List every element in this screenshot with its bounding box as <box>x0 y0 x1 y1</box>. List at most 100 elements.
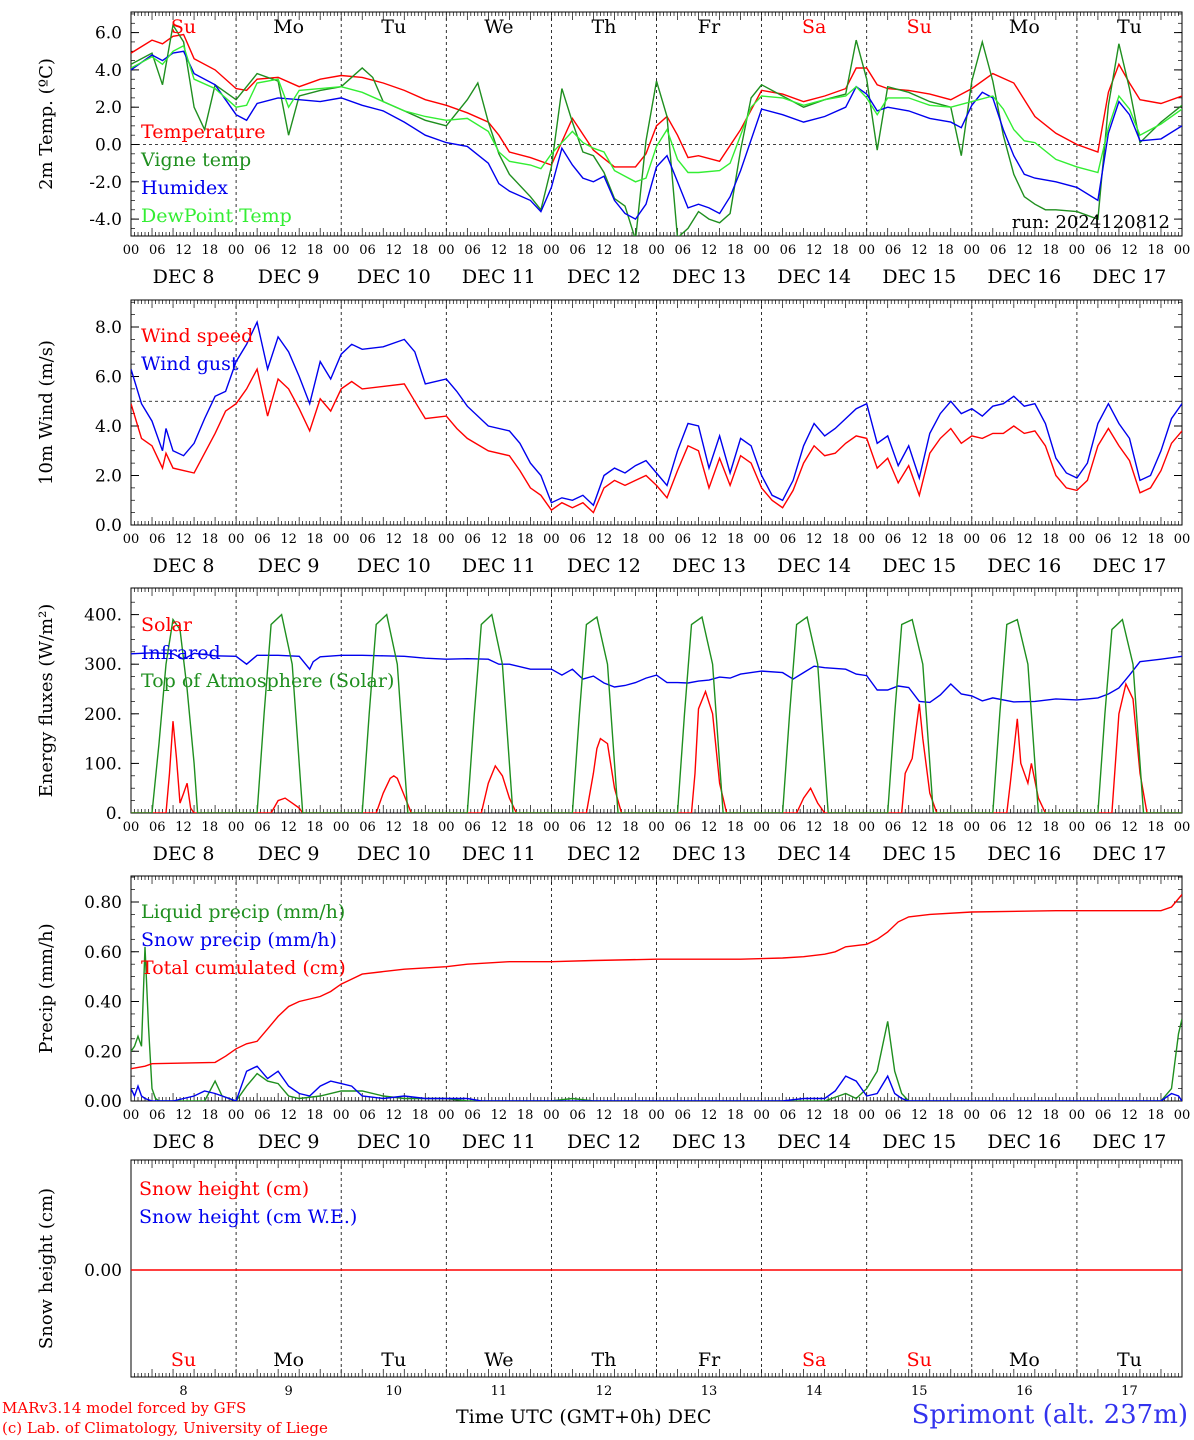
y-tick-label: 2.0 <box>95 467 122 487</box>
hour-label: 12 <box>1016 820 1033 835</box>
date-label: DEC 15 <box>882 266 956 288</box>
hour-label: 00 <box>228 820 245 835</box>
series-line-dewpoint-temp <box>131 44 1182 183</box>
hour-label: 06 <box>569 1108 586 1123</box>
legend-entry: Wind gust <box>141 353 239 375</box>
hour-label: 06 <box>1095 1108 1112 1123</box>
hour-label: 06 <box>990 820 1007 835</box>
y-tick-label: 0.20 <box>84 1042 122 1062</box>
hour-label: 00 <box>1174 1108 1191 1123</box>
legend-entry: Wind speed <box>141 325 253 347</box>
hour-label: 18 <box>412 1108 429 1123</box>
hour-label: 06 <box>675 243 692 258</box>
hour-label: 18 <box>307 243 324 258</box>
day-abbr: Mo <box>273 16 304 38</box>
y-axis-label: 10m Wind (m/s) <box>36 340 57 485</box>
hour-label: 00 <box>333 820 350 835</box>
date-label: DEC 12 <box>567 266 641 288</box>
date-label: DEC 10 <box>357 1131 431 1153</box>
hour-label: 18 <box>202 243 219 258</box>
hour-label: 06 <box>464 243 481 258</box>
hour-label: 12 <box>491 243 508 258</box>
hour-label: 00 <box>543 1108 560 1123</box>
y-tick-label: 400. <box>84 606 122 626</box>
date-label: DEC 14 <box>777 843 851 865</box>
hour-label: 18 <box>622 532 639 547</box>
date-label: DEC 8 <box>153 266 215 288</box>
date-label: DEC 9 <box>258 266 320 288</box>
hour-label: 06 <box>254 820 271 835</box>
hour-label: 12 <box>175 1108 192 1123</box>
hour-label: 18 <box>727 243 744 258</box>
y-tick-label: 0.80 <box>84 893 122 913</box>
series-line-infrared <box>131 652 1182 704</box>
hour-label: 18 <box>1147 243 1164 258</box>
date-label: DEC 16 <box>987 1131 1061 1153</box>
hour-label: 06 <box>675 1108 692 1123</box>
hour-label: 06 <box>885 532 902 547</box>
date-label: DEC 14 <box>777 555 851 577</box>
hour-label: 00 <box>753 243 770 258</box>
date-label: DEC 11 <box>462 843 536 865</box>
series-line-wind-gust <box>131 319 1182 507</box>
hour-label: 18 <box>937 243 954 258</box>
hour-label: 00 <box>123 532 140 547</box>
hour-label: 06 <box>1095 243 1112 258</box>
date-label: DEC 15 <box>882 1131 956 1153</box>
y-axis-label: 2m Temp. (ºC) <box>36 58 57 190</box>
hour-label: 12 <box>385 1108 402 1123</box>
series-line-solar <box>131 681 1182 813</box>
hour-label: 00 <box>543 532 560 547</box>
hour-label: 12 <box>385 243 402 258</box>
hour-label: 06 <box>149 532 166 547</box>
y-tick-label: 2.0 <box>95 98 122 118</box>
date-label: DEC 10 <box>357 555 431 577</box>
day-number: 16 <box>1016 1384 1033 1399</box>
hour-label: 00 <box>648 820 665 835</box>
hour-label: 00 <box>438 1108 455 1123</box>
hour-label: 18 <box>832 1108 849 1123</box>
hour-label: 06 <box>464 532 481 547</box>
hour-label: 06 <box>149 1108 166 1123</box>
legend-entry: Humidex <box>141 177 228 199</box>
legend-entry: Vigne temp <box>140 149 251 171</box>
hour-label: 00 <box>753 820 770 835</box>
hour-label: 18 <box>1147 532 1164 547</box>
hour-label: 06 <box>1095 820 1112 835</box>
hour-label: 00 <box>438 820 455 835</box>
hour-label: 12 <box>701 820 718 835</box>
hour-label: 06 <box>990 532 1007 547</box>
hour-label: 18 <box>1042 243 1059 258</box>
day-abbr: We <box>484 1349 513 1371</box>
hour-label: 18 <box>412 243 429 258</box>
hour-label: 12 <box>701 243 718 258</box>
hour-label: 18 <box>202 1108 219 1123</box>
hour-label: 00 <box>123 820 140 835</box>
hour-label: 18 <box>1042 1108 1059 1123</box>
day-number: 11 <box>491 1384 508 1399</box>
date-label: DEC 12 <box>567 555 641 577</box>
date-label: DEC 16 <box>987 266 1061 288</box>
date-label: DEC 16 <box>987 843 1061 865</box>
hour-label: 00 <box>858 1108 875 1123</box>
hour-label: 12 <box>1121 820 1138 835</box>
panel-frame <box>130 587 1183 814</box>
date-label: DEC 9 <box>258 1131 320 1153</box>
date-label: DEC 12 <box>567 1131 641 1153</box>
hour-label: 00 <box>1069 1108 1086 1123</box>
date-label: DEC 9 <box>258 555 320 577</box>
hour-label: 18 <box>622 820 639 835</box>
hour-label: 18 <box>517 243 534 258</box>
hour-label: 12 <box>280 243 297 258</box>
hour-label: 06 <box>359 243 376 258</box>
legend-entry: Liquid precip (mm/h) <box>141 901 345 923</box>
hour-label: 18 <box>832 532 849 547</box>
y-tick-label: 4.0 <box>95 61 122 81</box>
date-label: DEC 17 <box>1093 266 1167 288</box>
panel-precip: 0.00 0.20 0.40 0.60 0.80 Precip (mm/h) Liquid … <box>36 875 1191 1153</box>
hour-label: 18 <box>1042 532 1059 547</box>
legend-entry: Total cumulated (cm) <box>141 957 346 979</box>
hour-label: 00 <box>123 243 140 258</box>
day-number: 9 <box>285 1384 293 1399</box>
hour-label: 00 <box>858 532 875 547</box>
